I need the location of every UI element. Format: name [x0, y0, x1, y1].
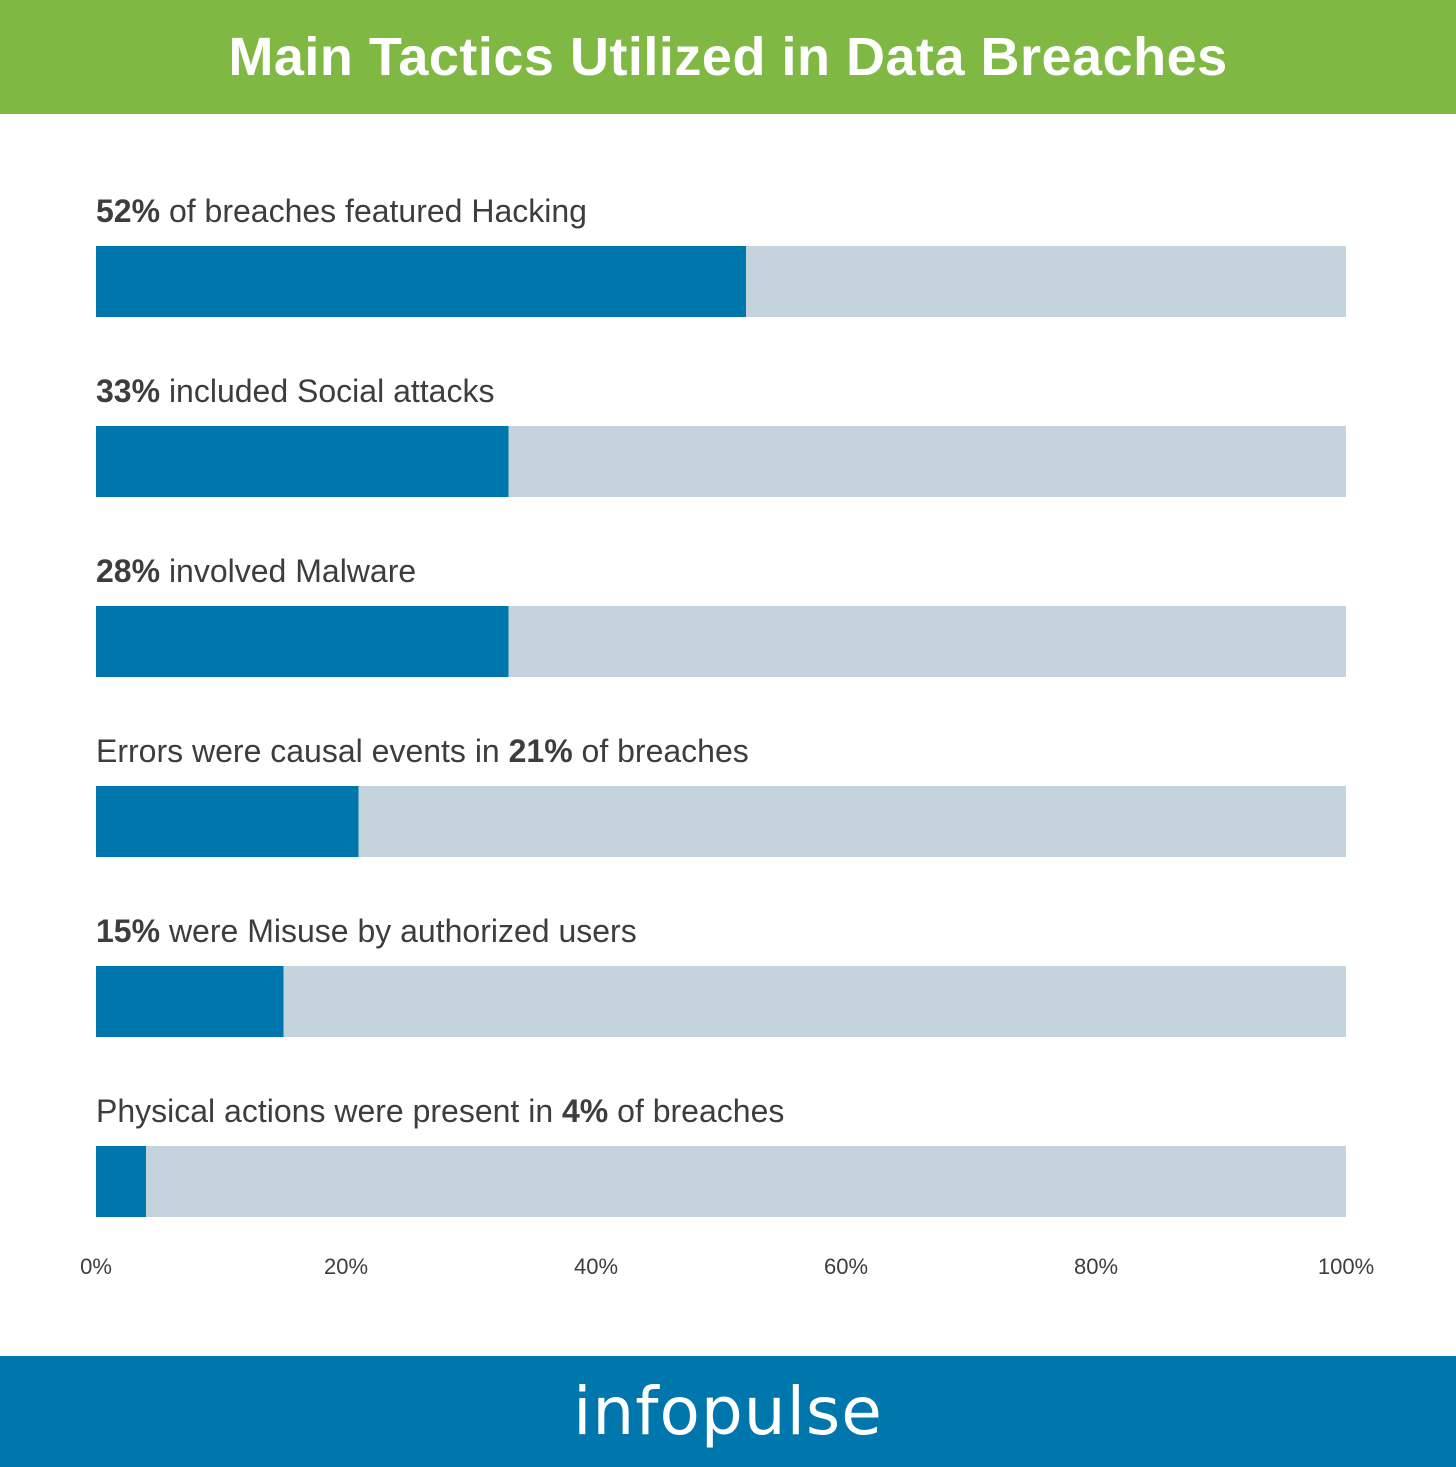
bar-label: Errors were causal events in 21% of brea… [96, 733, 749, 769]
bar-track [96, 1146, 1346, 1217]
bar-label-text: of breaches [573, 733, 749, 769]
bar-label: 52% of breaches featured Hacking [96, 193, 587, 229]
x-tick-label: 100% [1318, 1254, 1374, 1279]
bar-group: 28% involved Malware [96, 553, 1346, 677]
bar-label-text: involved Malware [160, 553, 416, 589]
bar-label-text: were Misuse by authorized users [160, 913, 637, 949]
bar-label: 28% involved Malware [96, 553, 416, 589]
x-tick-label: 40% [574, 1254, 618, 1279]
bar-label-value: 52% [96, 193, 160, 229]
chart-svg: 52% of breaches featured Hacking 33% incl… [80, 193, 1374, 1279]
bar-group: Physical actions were present in 4% of b… [96, 1093, 1346, 1217]
bar-label-value: 4% [562, 1093, 608, 1129]
bar-label-value: 28% [96, 553, 160, 589]
bar-fill [96, 606, 509, 677]
bar-label-value: 15% [96, 913, 160, 949]
bar-label-text: Physical actions were present in [96, 1093, 562, 1129]
bar-label-value: 21% [509, 733, 573, 769]
bar-label-text: of breaches [608, 1093, 784, 1129]
bar-label: Physical actions were present in 4% of b… [96, 1093, 784, 1129]
title-banner: Main Tactics Utilized in Data Breaches [0, 0, 1456, 114]
bar-label-text: Errors were causal events in [96, 733, 509, 769]
bar-fill [96, 966, 284, 1037]
bar-fill [96, 426, 509, 497]
chart-title: Main Tactics Utilized in Data Breaches [228, 27, 1228, 87]
bar-label-text: of breaches featured Hacking [160, 193, 587, 229]
footer-banner: infopulse [0, 1356, 1456, 1467]
bar-track [96, 966, 1346, 1037]
bar-group: 52% of breaches featured Hacking [96, 193, 1346, 317]
bar-label-value: 33% [96, 373, 160, 409]
infopulse-logo: infopulse [573, 1373, 883, 1450]
x-tick-label: 0% [80, 1254, 112, 1279]
x-tick-label: 20% [324, 1254, 368, 1279]
bar-chart: 52% of breaches featured Hacking 33% incl… [0, 114, 1456, 1356]
bar-label: 15% were Misuse by authorized users [96, 913, 637, 949]
bar-group: Errors were causal events in 21% of brea… [96, 733, 1346, 857]
bar-group: 33% included Social attacks [96, 373, 1346, 497]
bar-fill [96, 246, 746, 317]
bar-label: 33% included Social attacks [96, 373, 494, 409]
x-tick-label: 80% [1074, 1254, 1118, 1279]
bar-fill [96, 786, 359, 857]
bar-group: 15% were Misuse by authorized users [96, 913, 1346, 1037]
bar-fill [96, 1146, 146, 1217]
bar-label-text: included Social attacks [160, 373, 494, 409]
x-tick-label: 60% [824, 1254, 868, 1279]
